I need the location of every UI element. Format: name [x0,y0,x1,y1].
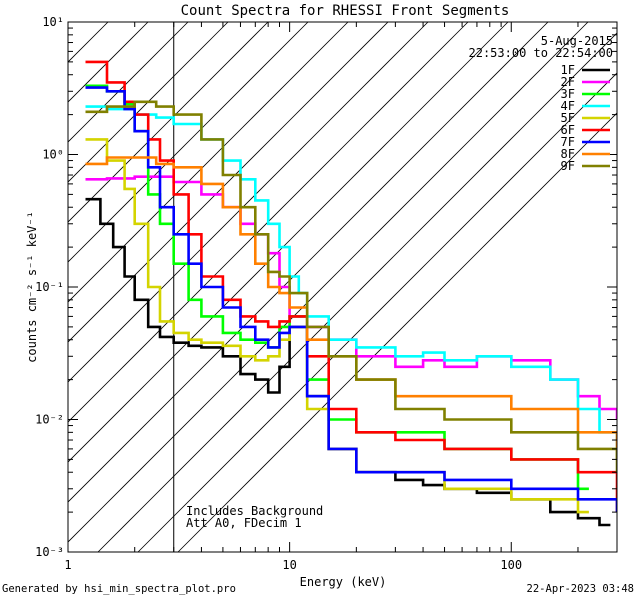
info-date: 5-Aug-2015 [541,34,613,48]
series-layer [85,60,617,527]
y-tick-label: 10⁻² [35,413,64,427]
legend-label-1F: 1F [561,63,575,77]
legend-label-6F: 6F [561,123,575,137]
series-line-8F [85,156,617,460]
x-tick-label: 1 [64,558,71,572]
series-line-7F [85,86,617,513]
axes: 1 10 100 10⁻³ 10⁻² 10⁻¹ 10⁰ 10¹ [35,15,618,572]
y-axis-label: counts cm⁻² s⁻¹ keV⁻¹ [25,211,39,363]
series-line-6F [85,60,617,513]
x-tick-label: 100 [500,558,522,572]
y-tick-label: 10⁰ [42,148,64,162]
legend-label-5F: 5F [561,111,575,125]
series-line-9F [85,100,617,473]
annotation-background: Includes Background [186,504,323,518]
legend-label-7F: 7F [561,135,575,149]
y-tick-label: 10¹ [42,15,64,29]
info-time-range: 22:53:00 to 22:54:00 [469,46,614,60]
footer-timestamp: 22-Apr-2023 03:48 [526,583,634,595]
x-tick-label: 10 [282,558,296,572]
series-line-1F [85,197,611,527]
legend-label-8F: 8F [561,147,575,161]
footer-generated-by: Generated by hsi_min_spectra_plot.pro [2,583,236,595]
y-tick-label: 10⁻³ [35,545,64,559]
annotation-attenuator: Att A0, FDecim 1 [186,516,302,530]
legend-label-3F: 3F [561,87,575,101]
legend-label-4F: 4F [561,99,575,113]
legend-label-9F: 9F [561,159,575,173]
chart-title: Count Spectra for RHESSI Front Segments [181,3,510,19]
y-tick-label: 10⁻¹ [35,280,64,294]
x-axis-label: Energy (keV) [300,575,387,589]
legend-label-2F: 2F [561,75,575,89]
